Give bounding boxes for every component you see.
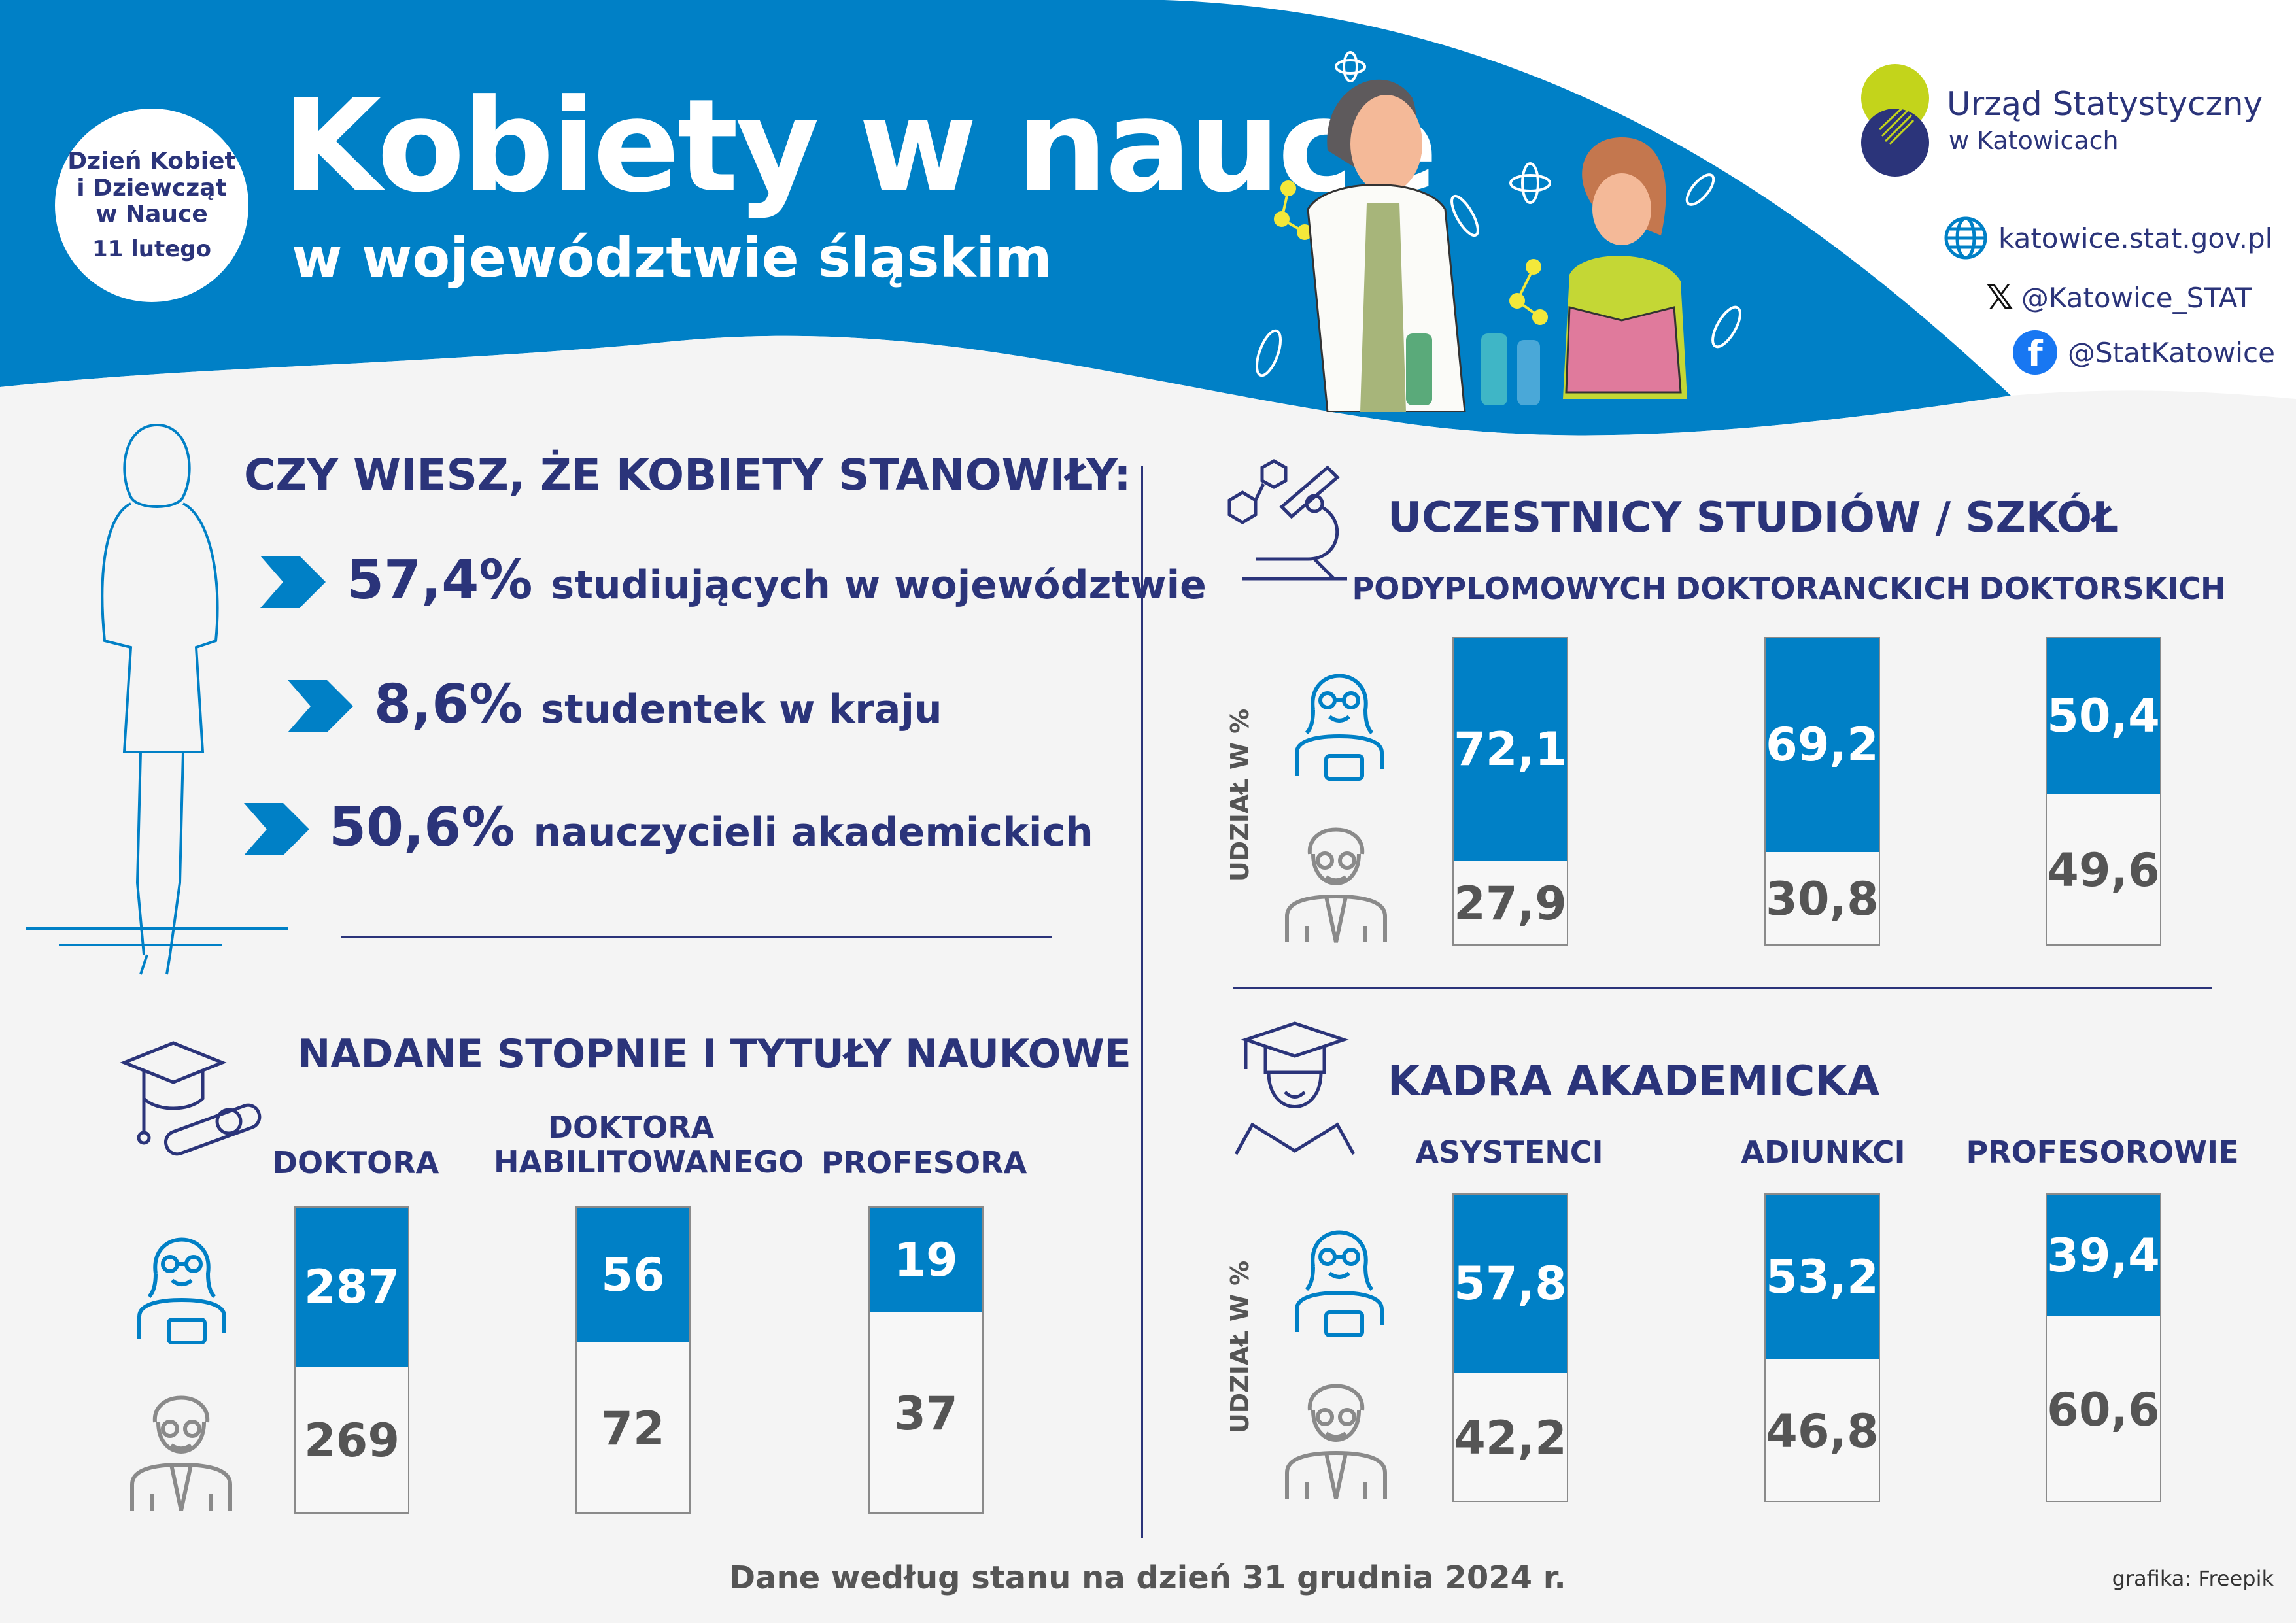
stacked-bar: 57,8 42,2 (1452, 1193, 1568, 1502)
stacked-bar: 39,4 60,6 (2046, 1193, 2161, 1502)
fact-text: nauczycieli akademickich (533, 810, 1093, 855)
woman-icon (129, 1215, 234, 1348)
bar-segment-women (296, 1208, 408, 1367)
stacked-bar: 53,2 46,8 (1764, 1193, 1880, 1502)
value-label-men: 49,6 (2047, 843, 2160, 897)
microscope-icon (1227, 459, 1347, 581)
graduation-diploma-icon (120, 1041, 262, 1156)
data-date-note: Dane według stanu na dzień 31 grudnia 20… (729, 1560, 1566, 1596)
bar-segment-women (1454, 638, 1567, 861)
event-badge: Dzień Kobiet i Dziewcząt w Nauce 11 lute… (55, 109, 248, 302)
fact-value: 57,4% (347, 549, 533, 611)
staff-title: KADRA AKADEMICKA (1388, 1057, 1880, 1106)
bar-segment-women (2047, 1195, 2160, 1316)
value-label-men: 72 (601, 1401, 665, 1456)
fact-value: 8,6% (374, 674, 523, 736)
page-title: Kobiety w nauce (283, 72, 1438, 221)
atom-icon (1255, 51, 1741, 377)
category-header: ASYSTENCI (1415, 1135, 1603, 1170)
facebook-text: @StatKatowice (2068, 336, 2275, 369)
org-name: Urząd Statystyczny (1947, 85, 2263, 123)
man-icon (126, 1376, 237, 1516)
category-header: PROFESORA (821, 1145, 1027, 1180)
x-link[interactable]: 𝕏 @Katowice_STAT (1986, 278, 2252, 317)
divider (1233, 987, 2212, 989)
y-axis-label: UDZIAŁ W % (1225, 1260, 1254, 1434)
bar-segment-women (1766, 638, 1879, 852)
category-header: DOKTORA (272, 1145, 439, 1180)
category-header: DOKTORSKICH (1979, 571, 2226, 606)
category-header: DOKTORA HABILITOWANEGO (494, 1110, 804, 1180)
value-label-men: 60,6 (2047, 1382, 2160, 1437)
value-label-women: 56 (601, 1248, 665, 1302)
value-label-men: 269 (303, 1414, 400, 1468)
website-text: katowice.stat.gov.pl (1998, 222, 2273, 254)
category-header: PROFESOROWIE (1966, 1135, 2239, 1170)
category-header: DOKTORANCKICH (1675, 571, 1971, 606)
woman-icon (1287, 651, 1392, 785)
x-icon: 𝕏 (1986, 278, 2013, 317)
value-label-women: 287 (303, 1260, 400, 1314)
divider (1141, 466, 1143, 1538)
bar-segment-women (1766, 1195, 1879, 1359)
stacked-bar: 50,4 49,6 (2046, 637, 2161, 946)
badge-date: 11 lutego (92, 236, 212, 263)
chevron-right-icon (260, 556, 326, 608)
man-icon (1280, 808, 1392, 948)
chevron-right-icon (288, 680, 353, 732)
value-label-women: 39,4 (2047, 1228, 2160, 1282)
x-text: @Katowice_STAT (2021, 281, 2252, 314)
value-label-women: 50,4 (2047, 689, 2160, 743)
gus-logo-icon (1861, 64, 1929, 177)
value-label-men: 37 (894, 1386, 958, 1441)
category-header: ADIUNKCI (1741, 1135, 1906, 1170)
chevron-right-icon (244, 803, 309, 855)
value-label-men: 46,8 (1766, 1404, 1879, 1458)
facebook-icon: f (2013, 330, 2057, 375)
y-axis-label: UDZIAŁ W % (1225, 708, 1254, 882)
scientist-illustration (1255, 51, 1741, 412)
graduate-icon (1234, 1021, 1356, 1155)
fact-text: studentek w kraju (541, 687, 942, 732)
value-label-men: 42,2 (1454, 1411, 1567, 1465)
badge-line: i Dziewcząt (77, 174, 227, 201)
stacked-bar: 56 72 (575, 1206, 691, 1514)
divider (341, 936, 1052, 938)
businesswoman-illustration (26, 423, 288, 975)
value-label-men: 30,8 (1766, 872, 1879, 927)
facebook-link[interactable]: f @StatKatowice (2013, 330, 2275, 375)
bar-segment-women (577, 1208, 689, 1342)
badge-line: Dzień Kobiet (67, 148, 236, 175)
facts-title: CZY WIESZ, ŻE KOBIETY STANOWIŁY: (244, 450, 1131, 500)
fact-value: 50,6% (329, 796, 515, 859)
stacked-bar: 72,1 27,9 (1452, 637, 1568, 946)
woman-icon (1287, 1208, 1392, 1341)
fact-item: 50,6% nauczycieli akademickich (329, 796, 1093, 859)
stacked-bar: 19 37 (868, 1206, 984, 1514)
fact-item: 8,6% studentek w kraju (374, 674, 942, 736)
category-header: PODYPLOMOWYCH (1352, 571, 1667, 606)
website-link[interactable]: katowice.stat.gov.pl (1944, 216, 2272, 260)
bar-segment-women (2047, 638, 2160, 794)
org-subname: w Katowicach (1949, 126, 2119, 155)
value-label-women: 57,8 (1454, 1257, 1567, 1311)
value-label-women: 19 (894, 1233, 958, 1287)
stacked-bar: 69,2 30,8 (1764, 637, 1880, 946)
value-label-men: 27,9 (1454, 877, 1567, 931)
man-icon (1280, 1365, 1392, 1505)
bar-segment-women (870, 1208, 982, 1312)
fact-text: studiujących w województwie (551, 562, 1207, 608)
degrees-title: NADANE STOPNIE I TYTUŁY NAUKOWE (298, 1031, 1131, 1077)
value-label-women: 72,1 (1454, 723, 1567, 777)
value-label-women: 53,2 (1766, 1250, 1879, 1304)
graphics-credit: grafika: Freepik (2112, 1566, 2274, 1591)
badge-line: w Nauce (95, 201, 208, 228)
fact-item: 57,4% studiujących w województwie (347, 549, 1207, 611)
participants-title: UCZESTNICY STUDIÓW / SZKÓŁ (1388, 494, 2119, 542)
globe-icon (1944, 216, 1987, 260)
value-label-women: 69,2 (1766, 718, 1879, 772)
bar-segment-women (1454, 1195, 1567, 1373)
page-subtitle: w województwie śląskim (292, 226, 1052, 290)
stacked-bar: 287 269 (294, 1206, 409, 1514)
